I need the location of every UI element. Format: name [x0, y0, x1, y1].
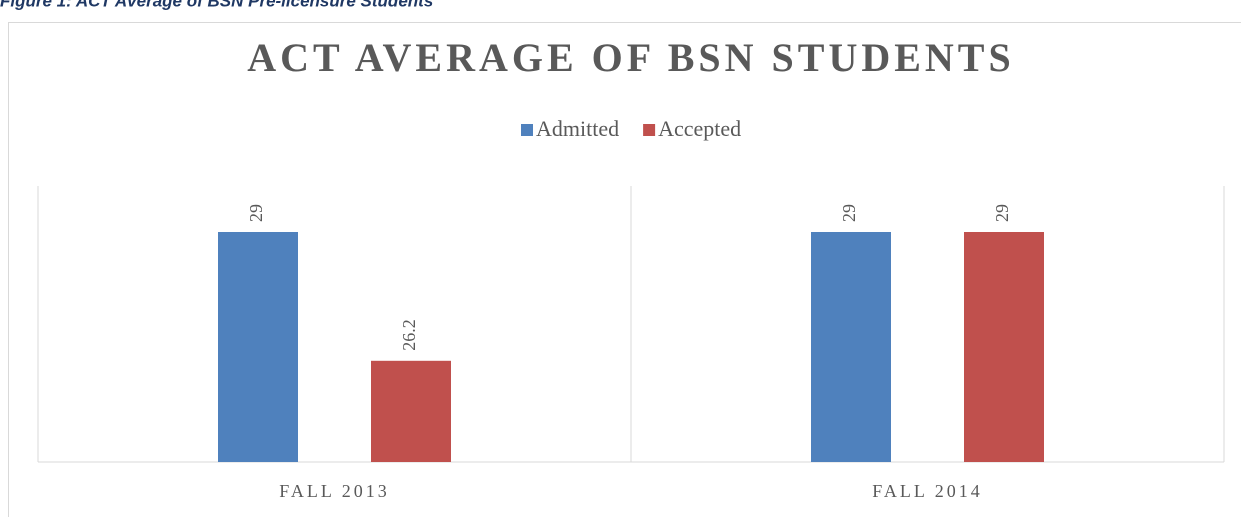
x-tick-label: FALL 2014	[872, 481, 983, 501]
data-label: 29	[992, 204, 1012, 222]
legend-swatch	[643, 124, 655, 136]
bar	[371, 361, 451, 462]
x-tick-label: FALL 2013	[279, 481, 390, 501]
bar	[218, 232, 298, 462]
bar	[811, 232, 891, 462]
bar	[964, 232, 1044, 462]
legend-label: Admitted	[536, 116, 619, 141]
figure-caption: Figure 1: ACT Average of BSN Pre-licensu…	[0, 0, 433, 10]
legend-swatch	[521, 124, 533, 136]
data-label: 26.2	[399, 319, 419, 351]
data-label: 29	[246, 204, 266, 222]
chart-title: ACT AVERAGE OF BSN STUDENTS	[247, 35, 1014, 80]
data-label: 29	[839, 204, 859, 222]
chart-frame	[9, 23, 1241, 518]
legend-label: Accepted	[658, 116, 741, 141]
